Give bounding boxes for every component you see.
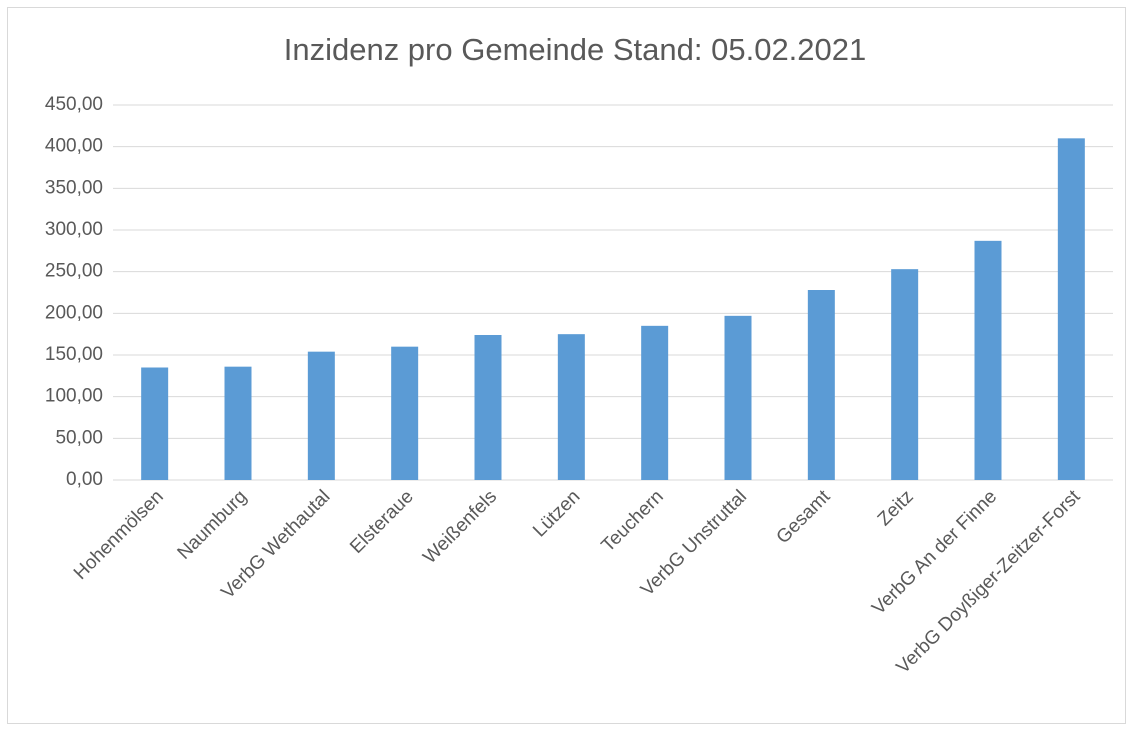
bar (807, 290, 835, 480)
y-tick-label: 0,00 (66, 469, 103, 490)
bar (474, 335, 502, 480)
bar (141, 367, 169, 480)
y-tick-label: 200,00 (45, 302, 103, 323)
bar (641, 325, 669, 480)
bar (307, 351, 335, 480)
y-tick-label: 100,00 (45, 386, 103, 407)
bar (724, 315, 752, 480)
y-tick-label: 250,00 (45, 261, 103, 282)
bar (974, 240, 1002, 480)
y-tick-label: 400,00 (45, 136, 103, 157)
bar (391, 346, 419, 480)
y-tick-label: 450,00 (45, 94, 103, 115)
bar (891, 269, 919, 480)
bar (224, 366, 252, 480)
y-tick-label: 150,00 (45, 344, 103, 365)
bar (1057, 138, 1085, 481)
y-tick-label: 50,00 (55, 427, 103, 448)
y-tick-label: 350,00 (45, 177, 103, 198)
chart-title: Inzidenz pro Gemeinde Stand: 05.02.2021 (284, 32, 867, 67)
bar (557, 334, 585, 480)
y-tick-label: 300,00 (45, 219, 103, 240)
